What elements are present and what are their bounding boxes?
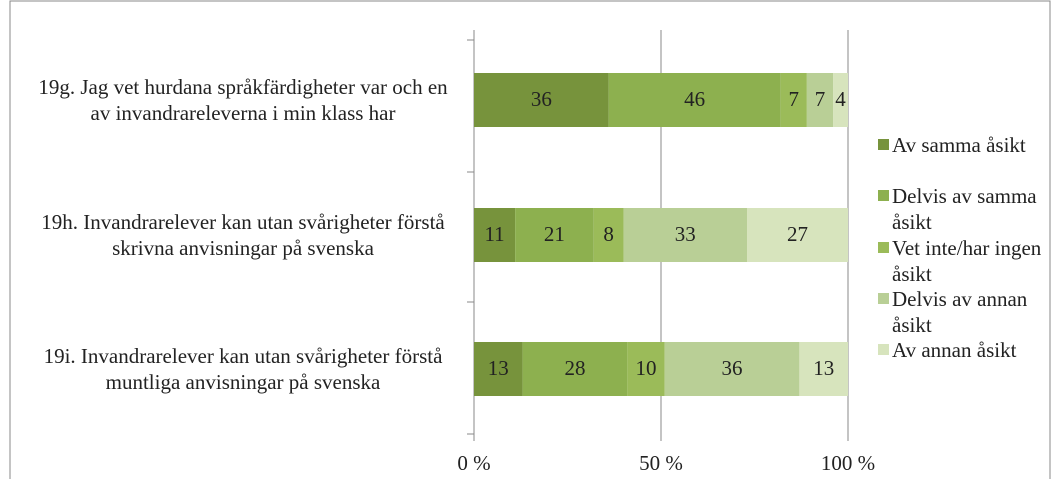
- data-label: 27: [787, 222, 808, 246]
- legend-label-box: Av annan åsikt: [892, 338, 1017, 362]
- category-label-box: 19g. Jag vet hurdana språkfärdigheter va…: [38, 75, 448, 125]
- bar-segment: [747, 208, 848, 262]
- legend-label-box: Delvis av annan åsikt: [892, 287, 1028, 337]
- bar-segment: [474, 342, 523, 396]
- legend-swatch: [878, 344, 889, 355]
- legend-swatch: [878, 139, 889, 150]
- legend-swatch: [878, 190, 889, 201]
- category-label: 19g. Jag vet hurdana språkfärdigheter va…: [38, 75, 448, 125]
- legend-swatch: [878, 293, 889, 304]
- bar-segment: [474, 73, 609, 127]
- data-label: 8: [603, 222, 614, 246]
- data-label: 11: [484, 222, 504, 246]
- legend-label: Av annan åsikt: [892, 338, 1017, 362]
- data-label: 36: [531, 87, 552, 111]
- bar-segment: [474, 208, 516, 262]
- data-label: 10: [636, 356, 657, 380]
- x-tick-label: 50 %: [639, 451, 683, 475]
- x-tick-label: 100 %: [821, 451, 875, 475]
- legend-label-box: Delvis av samma åsikt: [892, 184, 1037, 234]
- bar-segment: [627, 342, 665, 396]
- data-label: 13: [488, 356, 509, 380]
- category-label-box: 19i. Invandrarelever kan utan svårighete…: [43, 344, 443, 394]
- data-label: 4: [835, 87, 846, 111]
- legend-label: Delvis av annan åsikt: [892, 287, 1028, 337]
- chart-frame: [9, 0, 1051, 479]
- data-label: 36: [722, 356, 743, 380]
- data-label: 7: [815, 87, 826, 111]
- bar-segment: [780, 73, 807, 127]
- legend-label: Vet inte/har ingen åsikt: [892, 236, 1042, 286]
- bar-segment: [522, 342, 628, 396]
- data-label: 33: [675, 222, 696, 246]
- data-label: 21: [544, 222, 565, 246]
- legend-label-box: Vet inte/har ingen åsikt: [892, 236, 1042, 286]
- bar-segment: [515, 208, 594, 262]
- bar-segment: [664, 342, 800, 396]
- bar-segment: [833, 73, 848, 127]
- data-label: 7: [789, 87, 800, 111]
- data-label: 28: [564, 356, 585, 380]
- x-tick-label: 0 %: [457, 451, 490, 475]
- legend-label: Av samma åsikt: [892, 133, 1026, 157]
- bar-segment: [799, 342, 848, 396]
- data-label: 46: [684, 87, 705, 111]
- bar-segment: [806, 73, 834, 127]
- legend-swatch: [878, 242, 889, 253]
- bar-segment: [623, 208, 748, 262]
- category-label: 19h. Invandrarelever kan utan svårighete…: [41, 210, 445, 260]
- data-label: 13: [813, 356, 834, 380]
- bar-segment: [593, 208, 624, 262]
- category-label-box: 19h. Invandrarelever kan utan svårighete…: [41, 210, 445, 260]
- bar-segment: [608, 73, 781, 127]
- legend-label: Delvis av samma åsikt: [892, 184, 1037, 234]
- category-label: 19i. Invandrarelever kan utan svårighete…: [43, 344, 443, 394]
- legend-label-box: Av samma åsikt: [892, 133, 1026, 157]
